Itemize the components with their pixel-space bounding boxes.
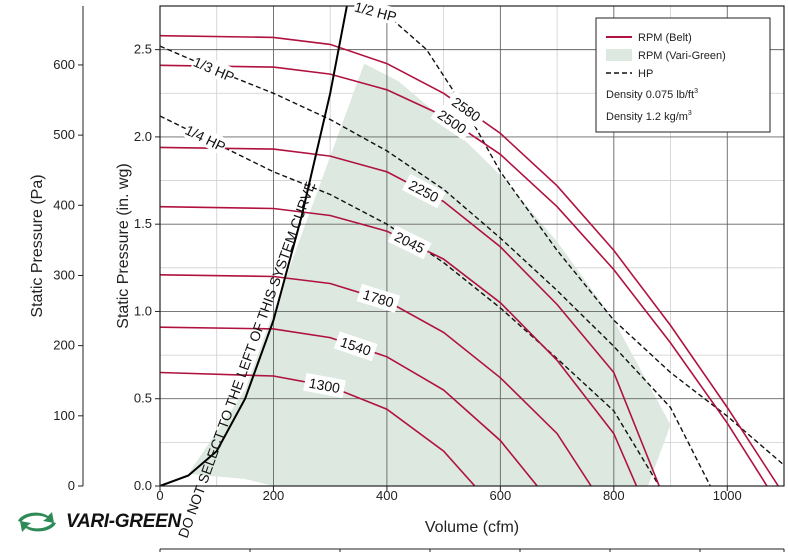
x-tick-label: 0 xyxy=(156,488,163,503)
x-axis-title: Volume (cfm) xyxy=(425,519,519,536)
rpm-curve-1780 xyxy=(160,274,592,486)
hp-curve-0 xyxy=(350,6,784,466)
y-tick-label: 1.5 xyxy=(134,216,152,231)
x-tick-label: 1000 xyxy=(713,488,742,503)
y2-tick-label: 200 xyxy=(53,338,75,353)
y2-tick-label: 400 xyxy=(53,197,75,212)
x-tick-label: 200 xyxy=(263,488,285,503)
system-curve xyxy=(160,6,348,486)
density-metric-text: Density 1.2 kg/m xyxy=(606,111,688,123)
y2-tick-label: 100 xyxy=(53,408,75,423)
plot-frame xyxy=(159,5,785,487)
y-tick-label: 1.0 xyxy=(134,303,152,318)
y2-tick-label: 600 xyxy=(53,57,75,72)
hp-label-backing xyxy=(190,52,238,86)
rpm-label-backing xyxy=(356,283,401,313)
brand-name: VARI-GREEN xyxy=(66,511,181,532)
legend-swatch-vari xyxy=(606,49,632,61)
vari-green-arrows-icon xyxy=(18,512,56,532)
density-imperial-sup: 3 xyxy=(694,88,698,95)
y2-tick-label: 0 xyxy=(68,478,75,493)
rpm-curve-2580 xyxy=(160,34,779,486)
x-tick-label: 400 xyxy=(376,488,398,503)
density-imperial-text: Density 0.075 lb/ft xyxy=(606,89,694,101)
y-tick-label: 0.0 xyxy=(134,478,152,493)
x-tick-label: 600 xyxy=(490,488,512,503)
brand-logo: VARI-GREEN xyxy=(14,508,181,536)
y-tick-label: 2.5 xyxy=(134,42,152,57)
hp-curve-2 xyxy=(160,115,660,486)
hp-label-backing xyxy=(352,0,400,26)
hp-label-backing xyxy=(182,120,230,156)
legend: RPM (Belt) RPM (Vari-Green) HP Density 0… xyxy=(595,17,771,133)
y2-axis-title: Static Pressure (Pa) xyxy=(29,174,46,317)
legend-entry-vari: RPM (Vari-Green) xyxy=(638,50,726,62)
y-axis-title: Static Pressure (in. wg) xyxy=(115,163,132,328)
density-metric-sup: 3 xyxy=(688,110,692,117)
legend-density-metric: Density 1.2 kg/m3 xyxy=(606,110,692,123)
rpm-label-backing xyxy=(444,90,488,129)
legend-entry-hp: HP xyxy=(638,68,653,80)
rpm-curve-2250 xyxy=(160,146,660,486)
y2-tick-label: 300 xyxy=(53,267,75,282)
y-tick-label: 0.5 xyxy=(134,391,152,406)
rpm-label-backing xyxy=(303,372,346,398)
legend-density-imperial: Density 0.075 lb/ft3 xyxy=(606,88,698,101)
rpm-curve-2500 xyxy=(160,64,768,486)
y2-tick-label: 500 xyxy=(53,127,75,142)
rpm-label-backing xyxy=(387,225,432,260)
x-tick-label: 800 xyxy=(603,488,625,503)
y-tick-label: 2.0 xyxy=(134,129,152,144)
rpm-label-1300: 1300 xyxy=(308,375,342,396)
rpm-label-backing xyxy=(430,103,474,141)
rpm-label-backing xyxy=(401,173,446,209)
rpm-label-backing xyxy=(333,331,378,362)
rpm-curve-2045 xyxy=(160,205,638,486)
rpm-curve-1540 xyxy=(160,326,538,486)
hp-curve-1 xyxy=(160,45,711,486)
legend-entry-belt: RPM (Belt) xyxy=(638,32,692,44)
